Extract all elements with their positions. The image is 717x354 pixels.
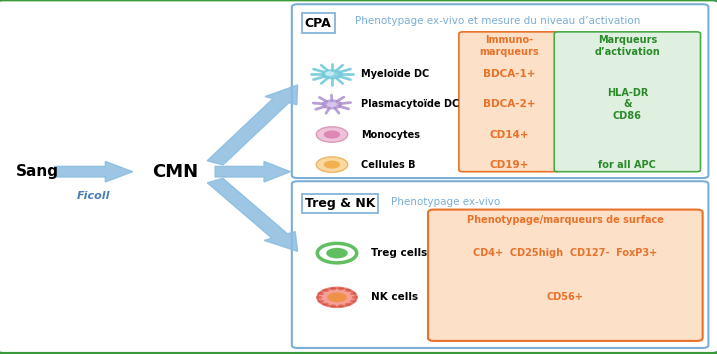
Text: Phenotypage ex-vivo et mesure du niveau d’activation: Phenotypage ex-vivo et mesure du niveau … [355,16,640,26]
Circle shape [338,304,344,308]
Text: Phenotypage/marqueurs de surface: Phenotypage/marqueurs de surface [467,215,664,225]
Circle shape [323,303,329,306]
Text: CD4+  CD25high  CD127-  FoxP3+: CD4+ CD25high CD127- FoxP3+ [473,248,657,258]
Text: Marqueurs
d’activation: Marqueurs d’activation [594,35,660,57]
FancyArrow shape [54,161,133,182]
Text: Sang: Sang [16,164,59,179]
Text: Myeloïde DC: Myeloïde DC [361,69,429,79]
Circle shape [345,303,351,306]
Text: Plasmacytoïde DC: Plasmacytoïde DC [361,99,459,109]
Circle shape [327,292,347,302]
Text: CMN: CMN [153,163,199,181]
Text: CD56+: CD56+ [547,292,584,302]
Text: Immuno-
marqueurs: Immuno- marqueurs [479,35,539,57]
FancyBboxPatch shape [292,4,708,178]
Circle shape [352,296,358,299]
FancyArrow shape [215,161,290,182]
FancyArrow shape [207,178,298,251]
Circle shape [318,287,356,307]
Circle shape [315,296,322,299]
Text: NK cells: NK cells [371,292,419,302]
FancyBboxPatch shape [428,210,703,341]
Circle shape [338,287,344,290]
Text: CD19+: CD19+ [490,160,528,170]
Circle shape [322,99,342,109]
Text: Cellules B: Cellules B [361,160,415,170]
Text: CPA: CPA [305,17,331,29]
Text: Monocytes: Monocytes [361,130,419,139]
FancyArrow shape [207,85,298,165]
Text: BDCA-1+: BDCA-1+ [483,69,536,79]
Text: BDCA-2+: BDCA-2+ [483,99,536,109]
Circle shape [316,157,348,172]
Circle shape [316,127,348,142]
Circle shape [324,131,340,138]
Circle shape [330,304,336,308]
FancyBboxPatch shape [292,181,708,348]
Text: Treg cells: Treg cells [371,248,427,258]
Text: Ficoll: Ficoll [77,192,110,201]
Text: Phenotypage ex-vivo: Phenotypage ex-vivo [391,197,500,207]
Text: CD14+: CD14+ [489,130,529,139]
Circle shape [324,161,340,169]
Text: Treg & NK: Treg & NK [305,197,375,210]
Circle shape [350,292,356,295]
Circle shape [345,289,351,292]
Circle shape [322,69,342,79]
Circle shape [323,289,329,292]
Circle shape [330,287,336,290]
Circle shape [325,71,334,76]
Circle shape [318,292,324,295]
Text: for all APC: for all APC [599,160,656,170]
Circle shape [327,102,337,107]
Text: HLA-DR
&
CD86: HLA-DR & CD86 [607,88,648,121]
FancyBboxPatch shape [554,32,701,172]
Circle shape [318,299,324,303]
Circle shape [350,299,356,303]
Circle shape [326,248,348,258]
FancyBboxPatch shape [459,32,559,172]
